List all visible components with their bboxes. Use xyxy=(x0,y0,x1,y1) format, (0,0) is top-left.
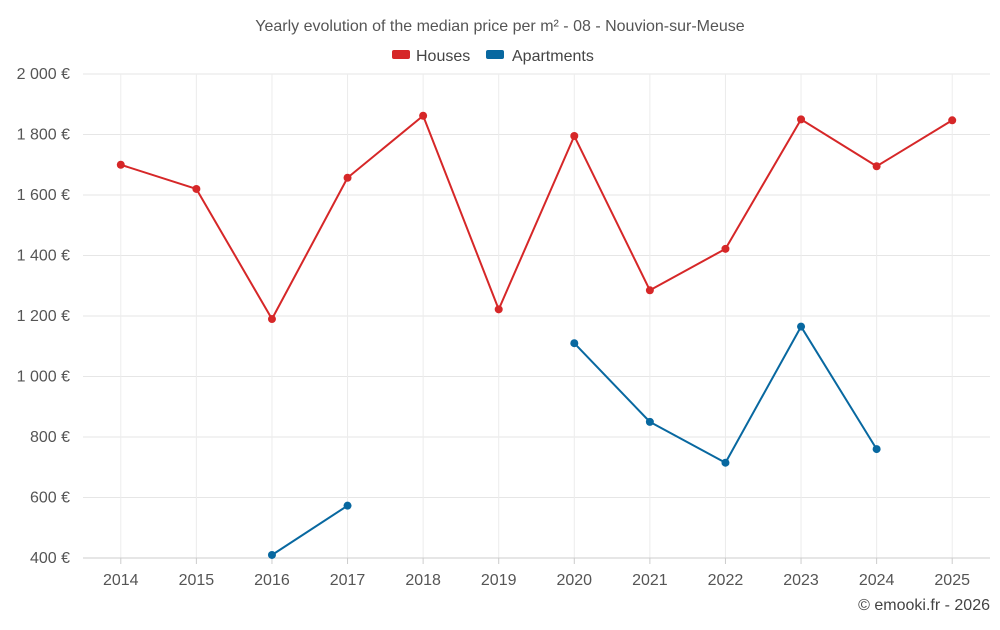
x-tick-label: 2020 xyxy=(556,572,592,589)
legend-item-apartments[interactable]: Apartments xyxy=(486,48,594,65)
series-line-apartments xyxy=(271,504,349,556)
y-tick-label: 400 € xyxy=(30,550,70,567)
y-axis: 400 € 600 € 800 € 1 000 € 1 200 € 1 400 € 1 60… xyxy=(17,66,70,567)
x-tick-label: 2022 xyxy=(708,572,744,589)
data-point-apartments[interactable] xyxy=(721,458,730,467)
x-tick-label: 2015 xyxy=(179,572,215,589)
x-tick-label: 2024 xyxy=(859,572,895,589)
data-point-apartments[interactable] xyxy=(570,339,579,348)
data-point-apartments[interactable] xyxy=(267,550,276,559)
y-tick-label: 1 400 € xyxy=(17,248,70,265)
legend-swatch-houses xyxy=(392,50,410,59)
x-tick-label: 2023 xyxy=(783,572,819,589)
y-tick-label: 1 200 € xyxy=(17,308,70,325)
legend-label-houses: Houses xyxy=(416,48,470,65)
series-layer xyxy=(116,111,957,559)
series-houses xyxy=(116,111,957,324)
x-tick-label: 2018 xyxy=(405,572,441,589)
x-tick-label: 2014 xyxy=(103,572,139,589)
legend-swatch-apartments xyxy=(486,50,504,59)
series-apartments xyxy=(267,322,881,559)
legend-label-apartments: Apartments xyxy=(512,48,594,65)
x-tick-label: 2017 xyxy=(330,572,366,589)
data-point-houses[interactable] xyxy=(267,315,276,324)
y-tick-label: 800 € xyxy=(30,429,70,446)
x-tick-label: 2025 xyxy=(934,572,970,589)
data-point-houses[interactable] xyxy=(419,111,428,120)
data-point-houses[interactable] xyxy=(797,115,806,124)
legend-item-houses[interactable]: Houses xyxy=(392,48,470,65)
data-point-apartments[interactable] xyxy=(797,322,806,331)
data-point-houses[interactable] xyxy=(570,132,579,141)
x-tick-label: 2016 xyxy=(254,572,290,589)
data-point-houses[interactable] xyxy=(645,286,654,295)
data-point-houses[interactable] xyxy=(192,184,201,193)
y-tick-label: 600 € xyxy=(30,490,70,507)
data-point-apartments[interactable] xyxy=(343,501,352,510)
chart-title: Yearly evolution of the median price per… xyxy=(255,18,745,35)
legend: Houses Apartments xyxy=(392,48,594,65)
x-tick-label: 2021 xyxy=(632,572,668,589)
y-tick-label: 2 000 € xyxy=(17,66,70,83)
data-point-houses[interactable] xyxy=(343,173,352,182)
credit-text: © emooki.fr - 2026 xyxy=(858,597,990,614)
y-tick-label: 1 800 € xyxy=(17,127,70,144)
series-line-houses xyxy=(120,114,953,321)
data-point-apartments[interactable] xyxy=(872,445,881,454)
x-tick-label: 2019 xyxy=(481,572,517,589)
data-point-houses[interactable] xyxy=(872,162,881,171)
data-point-houses[interactable] xyxy=(948,116,957,125)
x-axis: 2014 2015 2016 2017 2018 2019 2020 2021 2022 2023… xyxy=(83,557,990,589)
data-point-houses[interactable] xyxy=(494,305,503,314)
y-tick-label: 1 000 € xyxy=(17,369,70,386)
data-point-houses[interactable] xyxy=(721,244,730,253)
data-point-apartments[interactable] xyxy=(645,417,654,426)
y-tick-label: 1 600 € xyxy=(17,187,70,204)
data-point-houses[interactable] xyxy=(116,160,125,169)
grid xyxy=(83,73,990,559)
